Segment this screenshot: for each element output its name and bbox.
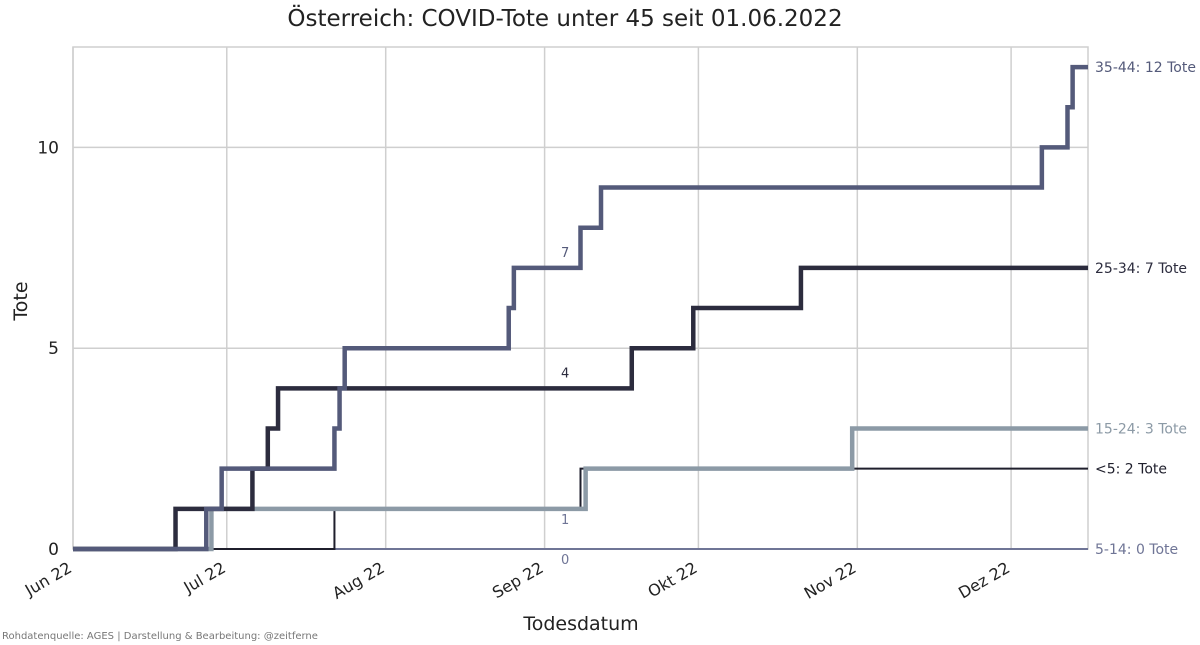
y-tick-label: 5 [48, 339, 59, 359]
series-label-3544: 35-44: 12 Tote [1095, 60, 1196, 76]
y-axis-ticks: 0 5 10 [37, 138, 59, 560]
x-axis-label: Todesdatum [522, 613, 638, 635]
chart-title: Österreich: COVID-Tote unter 45 seit 01.… [287, 6, 843, 32]
y-tick-label: 10 [37, 138, 59, 158]
source-note: Rohdatenquelle: AGES | Darstellung & Bea… [2, 631, 318, 642]
annotation-label: 7 [561, 246, 569, 261]
annotation-label: 4 [561, 366, 569, 381]
annotation-label: 0 [561, 553, 569, 568]
series-line-1524 [73, 426, 1088, 552]
x-axis-ticks: Jun 22 Jul 22 Aug 22 Sep 22 Okt 22 Nov 22 Dez … [21, 558, 1013, 603]
series-lines [73, 64, 1088, 552]
x-tick-label: Nov 22 [801, 558, 860, 603]
x-tick-label: Sep 22 [489, 558, 547, 602]
series-label-5: <5: 2 Tote [1095, 462, 1167, 478]
x-tick-label: Jul 22 [180, 558, 229, 597]
series-label-514: 5-14: 0 Tote [1095, 542, 1178, 558]
x-tick-label: Jun 22 [21, 558, 75, 600]
series-label-2534: 25-34: 7 Tote [1095, 261, 1187, 277]
series-line-3544 [73, 64, 1088, 552]
series-label-1524: 15-24: 3 Tote [1095, 422, 1187, 438]
annotations: 7 4 1 0 [561, 246, 569, 568]
x-tick-label: Aug 22 [329, 558, 388, 603]
y-axis-label: Tote [10, 281, 32, 321]
x-tick-label: Dez 22 [955, 558, 1013, 602]
x-tick-label: Okt 22 [645, 558, 701, 601]
y-tick-label: 0 [48, 540, 59, 560]
series-labels: 5-14: 0 Tote <5: 2 Tote 15-24: 3 Tote 25-34… [1095, 60, 1196, 558]
annotation-label: 1 [561, 513, 569, 528]
